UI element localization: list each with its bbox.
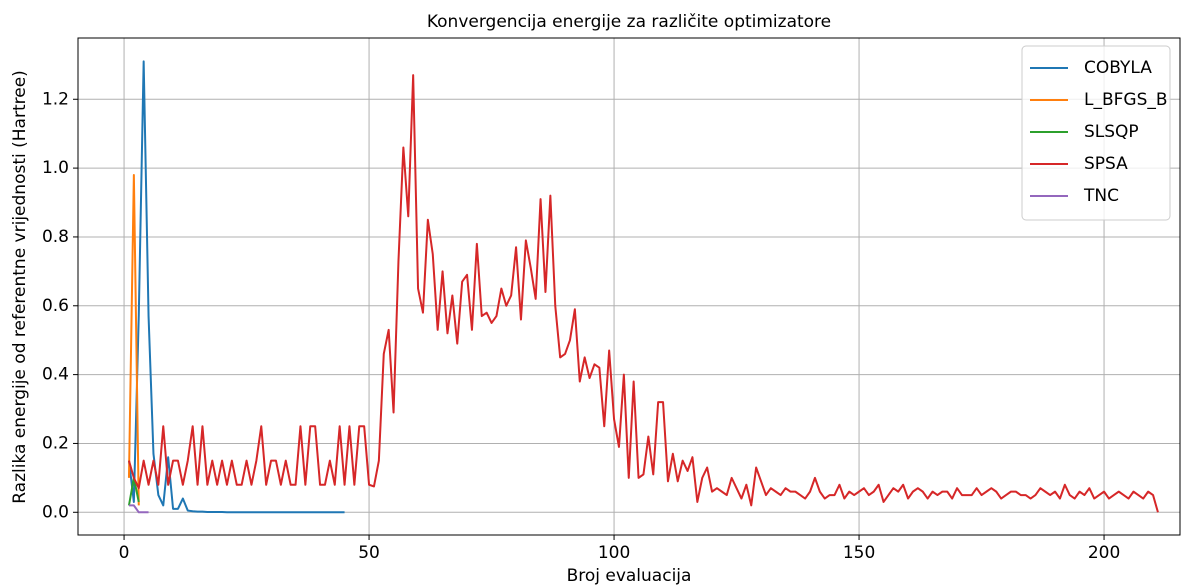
legend-box <box>1021 45 1171 221</box>
legend-label: SPSA <box>1084 154 1128 174</box>
legend-label: L_BFGS_B <box>1084 90 1168 110</box>
legend-label: SLSQP <box>1084 122 1139 142</box>
x-tick-label: 0 <box>119 543 130 563</box>
y-tick-label: 1.2 <box>42 89 69 109</box>
series-line <box>127 173 140 506</box>
y-tick-label: 0.6 <box>42 296 69 316</box>
series-line <box>127 60 345 514</box>
x-tick-label: 100 <box>598 543 630 563</box>
y-tick-label: 1.0 <box>42 158 69 178</box>
legend-label: TNC <box>1083 186 1119 206</box>
x-tick-label: 150 <box>843 543 875 563</box>
y-tick-label: 0.2 <box>42 433 69 453</box>
y-tick-label: 0.8 <box>42 227 69 247</box>
y-axis-label: Razlika energije od referentne vrijednos… <box>10 70 30 504</box>
x-tick-label: 50 <box>358 543 380 563</box>
x-axis-label: Broj evaluacija <box>567 566 692 586</box>
chart-title: Konvergencija energije za različite opti… <box>427 12 831 32</box>
y-tick-label: 0.4 <box>42 365 69 385</box>
plot-frame <box>77 37 1181 536</box>
y-tick-label: 0.0 <box>42 502 69 522</box>
series-line <box>128 504 149 514</box>
series-line <box>127 74 1159 513</box>
x-tick-label: 200 <box>1088 543 1120 563</box>
legend-label: COBYLA <box>1084 58 1152 78</box>
